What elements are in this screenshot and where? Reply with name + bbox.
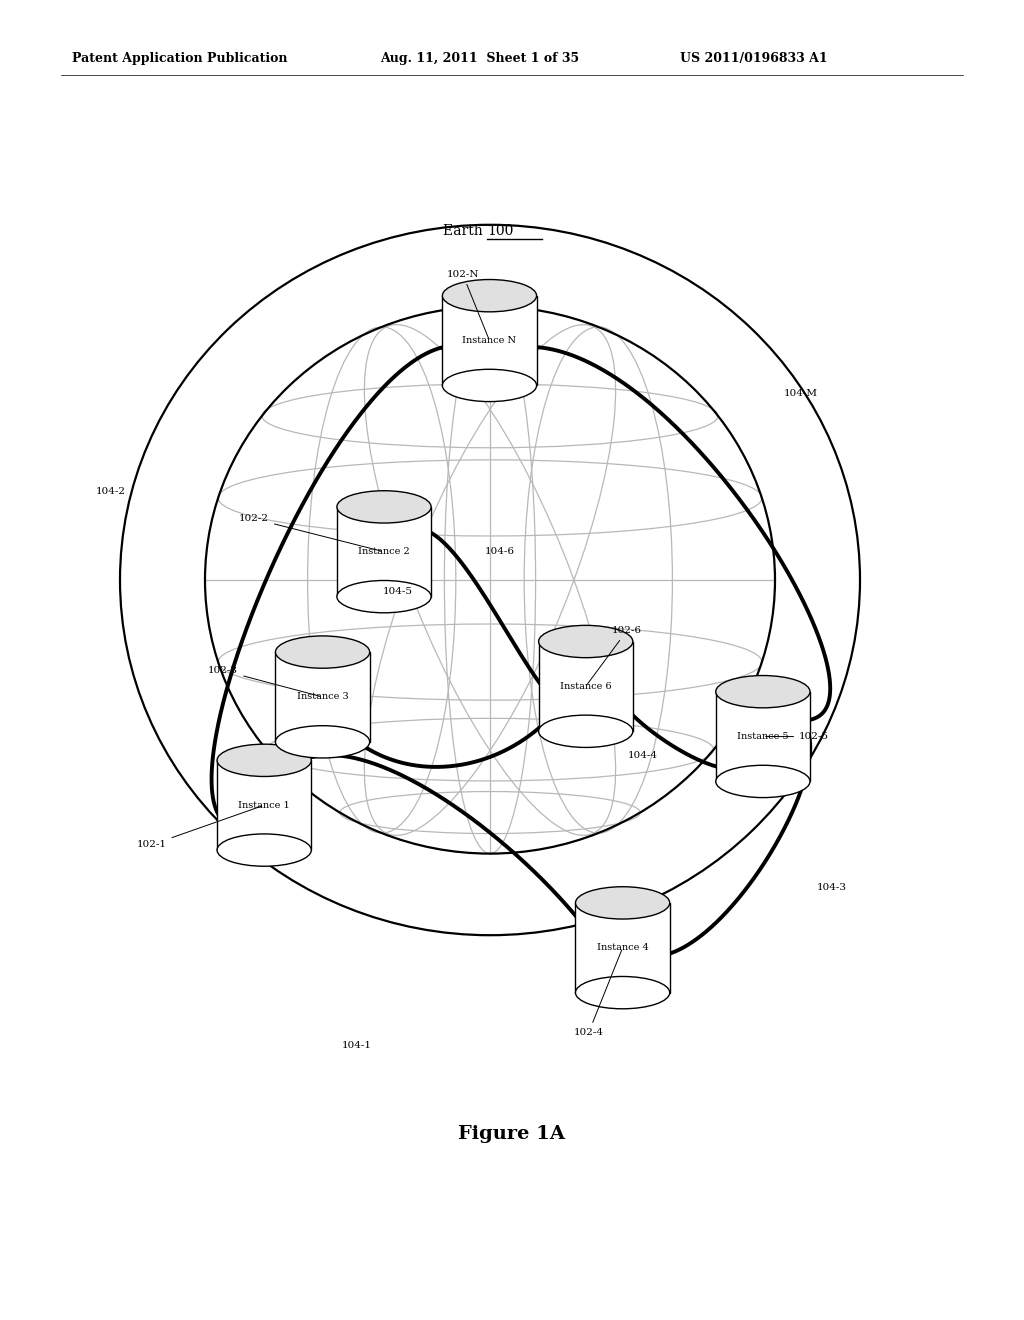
Text: 102-6: 102-6 (588, 627, 642, 684)
Ellipse shape (337, 581, 431, 612)
Text: 104-2: 104-2 (95, 487, 126, 495)
Ellipse shape (217, 744, 311, 776)
Text: Patent Application Publication: Patent Application Publication (72, 51, 288, 65)
Ellipse shape (442, 370, 537, 401)
Text: 102-5: 102-5 (766, 733, 829, 741)
Text: Earth: Earth (442, 224, 487, 238)
Text: 100: 100 (487, 224, 513, 238)
Ellipse shape (275, 726, 370, 758)
Text: 102-N: 102-N (446, 271, 488, 338)
Ellipse shape (275, 636, 370, 668)
Text: 104-3: 104-3 (816, 883, 847, 891)
Ellipse shape (217, 834, 311, 866)
FancyBboxPatch shape (716, 692, 810, 781)
Text: Instance 2: Instance 2 (358, 548, 410, 556)
Text: Instance 3: Instance 3 (297, 693, 348, 701)
Ellipse shape (716, 676, 810, 708)
Text: Figure 1A: Figure 1A (459, 1125, 565, 1143)
FancyBboxPatch shape (217, 760, 311, 850)
FancyBboxPatch shape (275, 652, 370, 742)
Text: Instance N: Instance N (463, 337, 516, 345)
Text: 104-6: 104-6 (484, 548, 515, 556)
Text: 104-1: 104-1 (341, 1041, 372, 1049)
Ellipse shape (575, 887, 670, 919)
Text: Instance 5: Instance 5 (737, 733, 788, 741)
FancyBboxPatch shape (575, 903, 670, 993)
Text: Instance 4: Instance 4 (597, 944, 648, 952)
Ellipse shape (539, 626, 633, 657)
Ellipse shape (442, 280, 537, 312)
FancyBboxPatch shape (539, 642, 633, 731)
Ellipse shape (337, 491, 431, 523)
Ellipse shape (575, 977, 670, 1008)
Text: US 2011/0196833 A1: US 2011/0196833 A1 (680, 51, 827, 65)
Text: Aug. 11, 2011  Sheet 1 of 35: Aug. 11, 2011 Sheet 1 of 35 (380, 51, 580, 65)
Text: Instance 6: Instance 6 (560, 682, 611, 690)
Ellipse shape (716, 766, 810, 797)
Text: 102-3: 102-3 (208, 667, 319, 696)
Text: 104-M: 104-M (783, 389, 818, 397)
Text: 102-4: 102-4 (573, 950, 622, 1036)
Text: Instance 1: Instance 1 (239, 801, 290, 809)
Text: 104-4: 104-4 (628, 751, 658, 759)
Text: 102-1: 102-1 (136, 807, 261, 849)
Text: 104-5: 104-5 (382, 587, 413, 595)
Text: 102-2: 102-2 (239, 515, 381, 550)
Ellipse shape (539, 715, 633, 747)
FancyBboxPatch shape (337, 507, 431, 597)
FancyBboxPatch shape (442, 296, 537, 385)
